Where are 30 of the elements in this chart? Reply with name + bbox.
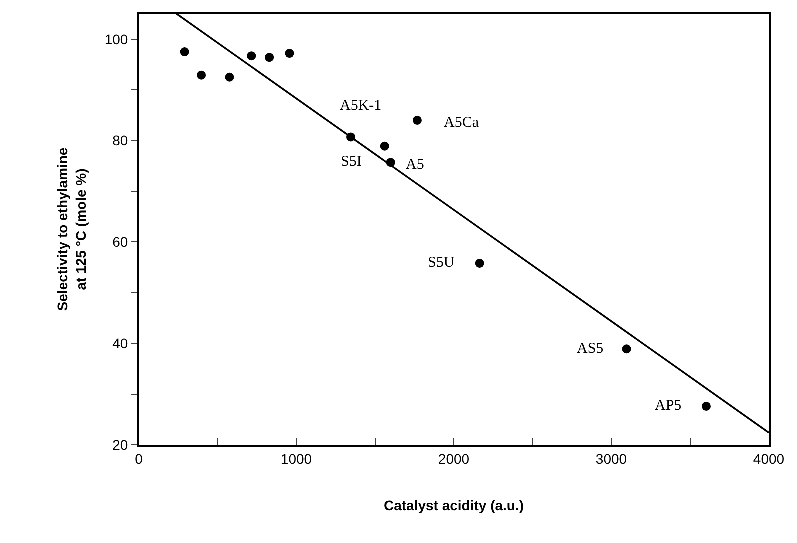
- x-tick-label: 2000: [438, 450, 470, 467]
- annotation: A5K-1: [340, 98, 382, 114]
- annotation: AS5: [577, 341, 604, 357]
- point: [225, 72, 234, 82]
- point: [412, 116, 422, 125]
- point: [197, 70, 206, 80]
- y-tick-label: 20: [112, 436, 128, 453]
- point: [265, 53, 274, 62]
- annotation: AP5: [655, 398, 682, 414]
- point: [180, 48, 190, 57]
- y-tick-label: 60: [112, 234, 128, 250]
- annotation: S5I: [341, 154, 362, 170]
- point: [622, 344, 632, 354]
- y-tick-label: 100: [104, 31, 128, 48]
- y-tick-label: 80: [112, 132, 128, 149]
- y-axis-title: Selectivity to ethylamine at 125 °C (mole %): [54, 148, 89, 312]
- point: [247, 52, 256, 61]
- point: [285, 49, 294, 58]
- x-axis-title: Catalyst acidity (a.u.): [384, 498, 524, 514]
- point: [380, 142, 390, 151]
- x-tick-label: 0: [135, 450, 144, 467]
- point: [475, 258, 484, 268]
- y-tick-label: 40: [112, 335, 128, 352]
- annotation: A5: [406, 157, 424, 173]
- annotation: A5Ca: [444, 115, 480, 131]
- x-tick-label: 4000: [753, 450, 785, 467]
- x-tick-label: 1000: [280, 450, 312, 467]
- x-tick-label: 3000: [596, 450, 628, 467]
- point: [702, 402, 711, 411]
- annotation: S5U: [428, 255, 455, 271]
